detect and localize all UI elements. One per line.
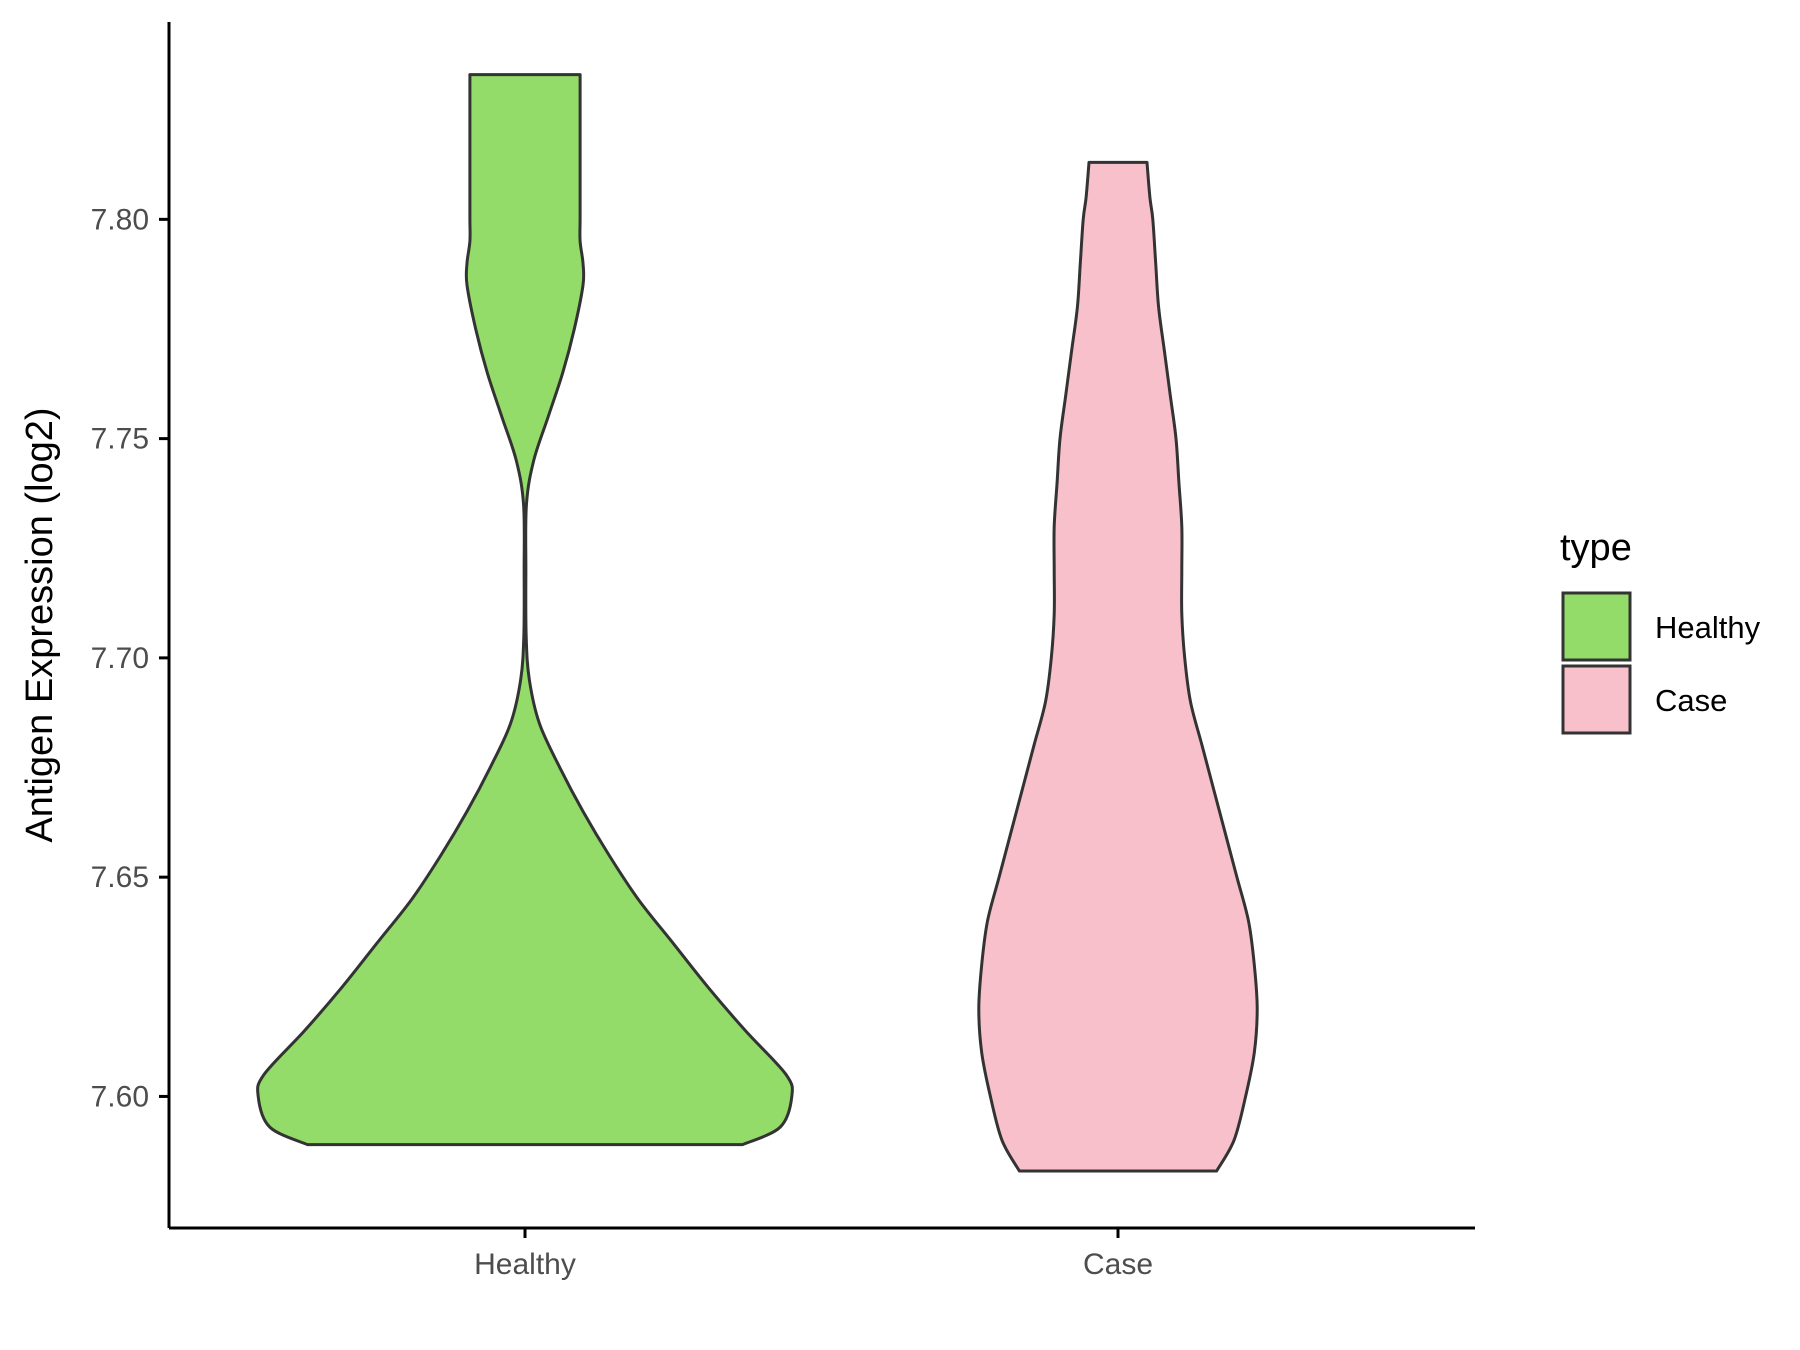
legend-title: type [1560, 527, 1632, 569]
y-tick-label: 7.75 [91, 423, 149, 456]
legend-items: Healthy Case [1561, 591, 1761, 735]
y-tick-label: 7.60 [91, 1080, 149, 1113]
violin-case [977, 160, 1259, 1173]
x-axis-ticks: Healthy Case [474, 1228, 1153, 1281]
y-tick-label: 7.70 [91, 642, 149, 675]
violins-layer [256, 73, 1259, 1173]
legend-label-healthy: Healthy [1655, 610, 1761, 645]
y-axis-ticks: 7.60 7.65 7.70 7.75 7.80 [91, 203, 169, 1113]
legend-swatch-case [1561, 664, 1632, 735]
violin-healthy [256, 73, 794, 1147]
y-axis-title: Antigen Expression (log2) [19, 407, 61, 842]
legend-swatch-healthy [1561, 591, 1632, 662]
y-tick-label: 7.65 [91, 861, 149, 894]
y-tick-label: 7.80 [91, 203, 149, 236]
legend: type Healthy Case [1560, 527, 1761, 735]
legend-label-case: Case [1655, 683, 1727, 718]
x-tick-label: Healthy [474, 1248, 576, 1281]
x-tick-label: Case [1083, 1248, 1153, 1281]
